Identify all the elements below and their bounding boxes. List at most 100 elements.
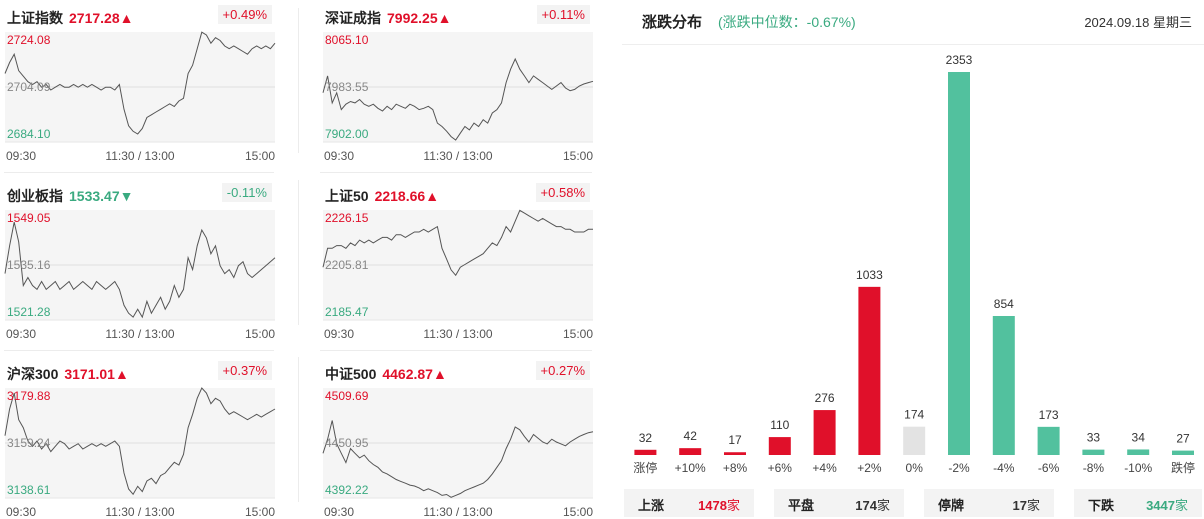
index-name: 创业板指 1533.47▼ bbox=[7, 186, 133, 206]
index-sparkline-chart: 1549.05 1535.16 1521.28 09:30 11:30 / 13:00 1… bbox=[4, 210, 276, 341]
axis-high-label: 4509.69 bbox=[325, 389, 369, 403]
distribution-category-label: -8% bbox=[1083, 461, 1105, 475]
distribution-bar bbox=[813, 410, 836, 455]
summary-count: 17 bbox=[1012, 498, 1027, 513]
distribution-bar bbox=[903, 426, 926, 455]
distribution-bar-value: 17 bbox=[728, 433, 742, 447]
axis-low-label: 1521.28 bbox=[7, 305, 51, 319]
index-change-badge: +0.37% bbox=[217, 361, 272, 380]
summary-value: 17家 bbox=[1013, 495, 1040, 514]
distribution-bar-value: 27 bbox=[1176, 432, 1190, 446]
axis-low-label: 2684.10 bbox=[7, 127, 51, 141]
distribution-bar-chart: 32 涨停 42 +10% 17 +8% 110 +6% 276 +4% 1033 +2% 174 0% 2… bbox=[633, 53, 1195, 475]
time-label-midday: 11:30 / 13:00 bbox=[423, 327, 492, 341]
distribution-bar-value: 2353 bbox=[946, 53, 973, 67]
axis-high-label: 3179.88 bbox=[7, 389, 51, 403]
index-name: 上证50 2218.66▲ bbox=[325, 186, 439, 206]
index-change-badge: +0.49% bbox=[217, 5, 272, 24]
time-label-open: 09:30 bbox=[6, 327, 36, 341]
index-card-index-6[interactable]: 4509.69 4450.95 4392.22 09:30 11:30 / 13:00 1… bbox=[318, 356, 608, 519]
index-card-index-3[interactable]: 1549.05 1535.16 1521.28 09:30 11:30 / 13:00 1… bbox=[0, 178, 290, 348]
axis-low-label: 4392.22 bbox=[325, 483, 369, 497]
summary-count: 3447 bbox=[1146, 498, 1175, 513]
index-card-index-5[interactable]: 3179.88 3159.24 3138.61 09:30 11:30 / 13:00 1… bbox=[0, 356, 290, 519]
distribution-bar bbox=[1127, 449, 1150, 455]
summary-unit: 家 bbox=[726, 498, 740, 513]
time-label-open: 09:30 bbox=[324, 505, 354, 519]
summary-label: 停牌 bbox=[938, 498, 965, 513]
axis-high-label: 2226.15 bbox=[325, 211, 369, 225]
distribution-bar bbox=[679, 448, 702, 455]
distribution-bar-value: 34 bbox=[1132, 430, 1146, 444]
axis-mid-label: 2205.81 bbox=[325, 258, 369, 272]
distribution-category-label: -4% bbox=[993, 461, 1015, 475]
time-label-close: 15:00 bbox=[563, 505, 593, 519]
index-price-line bbox=[4, 31, 276, 135]
row-divider bbox=[320, 350, 592, 351]
distribution-bar bbox=[948, 72, 970, 455]
distribution-bar bbox=[1037, 426, 1060, 455]
index-name-text: 深证成指 bbox=[325, 10, 381, 26]
index-name: 深证成指 7992.25▲ bbox=[325, 8, 451, 28]
summary-label: 平盘 bbox=[788, 498, 815, 513]
time-label-close: 15:00 bbox=[245, 327, 275, 341]
distribution-bar-value: 32 bbox=[639, 431, 653, 445]
index-card-index-1[interactable]: 2724.08 2704.09 2684.10 09:30 11:30 / 13:00 1… bbox=[0, 0, 290, 170]
axis-high-label: 8065.10 bbox=[325, 33, 369, 47]
axis-mid-label: 4450.95 bbox=[325, 436, 369, 450]
index-name-text: 沪深300 bbox=[7, 366, 59, 382]
time-label-close: 15:00 bbox=[563, 149, 593, 163]
summary-value: 174家 bbox=[855, 495, 890, 514]
axis-mid-label: 3159.24 bbox=[7, 436, 51, 450]
distribution-category-label: +8% bbox=[723, 461, 748, 475]
distribution-bar bbox=[992, 315, 1015, 455]
index-card-index-2[interactable]: 8065.10 7983.55 7902.00 09:30 11:30 / 13:00 1… bbox=[318, 0, 608, 170]
distribution-bar-value: 173 bbox=[1039, 408, 1059, 422]
distribution-category-label: -10% bbox=[1124, 461, 1152, 475]
trade-date: 2024.09.18 星期三 bbox=[1084, 15, 1192, 30]
summary-unit: 家 bbox=[1026, 498, 1040, 513]
time-label-close: 15:00 bbox=[563, 327, 593, 341]
distribution-bar bbox=[768, 437, 791, 455]
distribution-bar-value: 1033 bbox=[856, 268, 883, 282]
axis-high-label: 2724.08 bbox=[7, 33, 51, 47]
distribution-category-label: 0% bbox=[906, 461, 924, 475]
index-name-text: 上证50 bbox=[325, 188, 369, 204]
index-name: 上证指数 2717.28▲ bbox=[7, 8, 133, 28]
time-label-open: 09:30 bbox=[324, 149, 354, 163]
distribution-category-label: -2% bbox=[948, 461, 970, 475]
distribution-bar bbox=[724, 452, 746, 455]
axis-low-label: 2185.47 bbox=[325, 305, 369, 319]
index-price: 7992.25 bbox=[387, 10, 438, 26]
summary-unit: 家 bbox=[1174, 498, 1188, 513]
summary-count: 1478 bbox=[698, 498, 727, 513]
distribution-bar bbox=[634, 449, 657, 455]
time-label-close: 15:00 bbox=[245, 505, 275, 519]
index-price: 4462.87 bbox=[382, 366, 433, 382]
index-change-badge: -0.11% bbox=[221, 183, 272, 202]
distribution-title: 涨跌分布 bbox=[642, 14, 703, 31]
index-name-text: 上证指数 bbox=[7, 10, 63, 26]
index-sparkline-chart: 8065.10 7983.55 7902.00 09:30 11:30 / 13:00 1… bbox=[322, 32, 594, 163]
index-price-line bbox=[4, 221, 276, 319]
distribution-bar bbox=[1082, 449, 1105, 455]
index-name: 中证500 4462.87▲ bbox=[325, 364, 447, 384]
distribution-bar-value: 33 bbox=[1087, 431, 1101, 445]
distribution-bar-value: 276 bbox=[815, 391, 835, 405]
index-price-line bbox=[322, 57, 594, 141]
down-arrow-icon: ▼ bbox=[119, 188, 134, 204]
time-label-close: 15:00 bbox=[245, 149, 275, 163]
summary-value: 1478家 bbox=[698, 495, 740, 514]
time-label-open: 09:30 bbox=[324, 327, 354, 341]
index-card-index-4[interactable]: 2226.15 2205.81 2185.47 09:30 11:30 / 13:00 1… bbox=[318, 178, 608, 348]
time-label-midday: 11:30 / 13:00 bbox=[105, 327, 174, 341]
summary-count: 174 bbox=[855, 498, 877, 513]
index-price-line bbox=[4, 387, 276, 496]
summary-box: 下跌 3447家 bbox=[1074, 489, 1202, 517]
index-change-badge: +0.27% bbox=[535, 361, 590, 380]
axis-low-label: 3138.61 bbox=[7, 483, 51, 497]
distribution-category-label: +10% bbox=[675, 461, 706, 475]
summary-box: 上涨 1478家 bbox=[624, 489, 754, 517]
time-label-midday: 11:30 / 13:00 bbox=[105, 149, 174, 163]
row-divider bbox=[4, 350, 274, 351]
